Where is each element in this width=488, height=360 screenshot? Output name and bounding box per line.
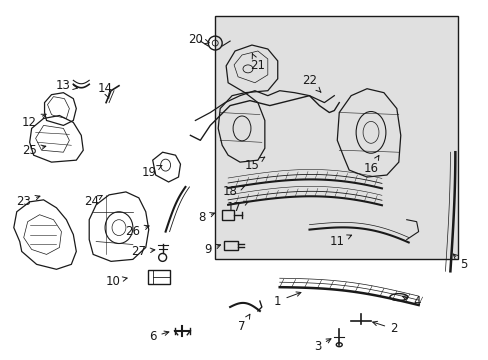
Text: 16: 16 — [363, 156, 378, 175]
Text: 21: 21 — [250, 54, 265, 72]
Text: 9: 9 — [204, 243, 220, 256]
Text: 4: 4 — [402, 294, 420, 307]
Text: 1: 1 — [273, 292, 300, 307]
Text: 13: 13 — [56, 79, 77, 92]
Text: 8: 8 — [198, 211, 214, 224]
Text: 24: 24 — [83, 195, 102, 208]
Text: 22: 22 — [302, 74, 320, 92]
Text: 23: 23 — [16, 195, 40, 208]
Text: 17: 17 — [226, 201, 248, 214]
Text: 6: 6 — [149, 330, 168, 343]
Text: 2: 2 — [372, 321, 397, 336]
Text: 3: 3 — [313, 339, 330, 353]
Text: 14: 14 — [98, 82, 112, 98]
Text: 18: 18 — [222, 185, 244, 198]
Text: 26: 26 — [125, 225, 149, 238]
Text: 11: 11 — [329, 235, 351, 248]
Text: 25: 25 — [22, 144, 46, 157]
Text: 15: 15 — [244, 157, 264, 172]
Text: 5: 5 — [452, 254, 467, 271]
Bar — [215, 16, 457, 260]
Text: 10: 10 — [105, 275, 127, 288]
Bar — [147, 270, 169, 284]
Bar — [224, 240, 238, 251]
Text: 27: 27 — [131, 245, 155, 258]
Text: 19: 19 — [141, 166, 162, 179]
Bar — [222, 210, 234, 220]
Text: 20: 20 — [187, 33, 209, 46]
Text: 12: 12 — [22, 114, 46, 129]
Text: 7: 7 — [238, 314, 249, 333]
